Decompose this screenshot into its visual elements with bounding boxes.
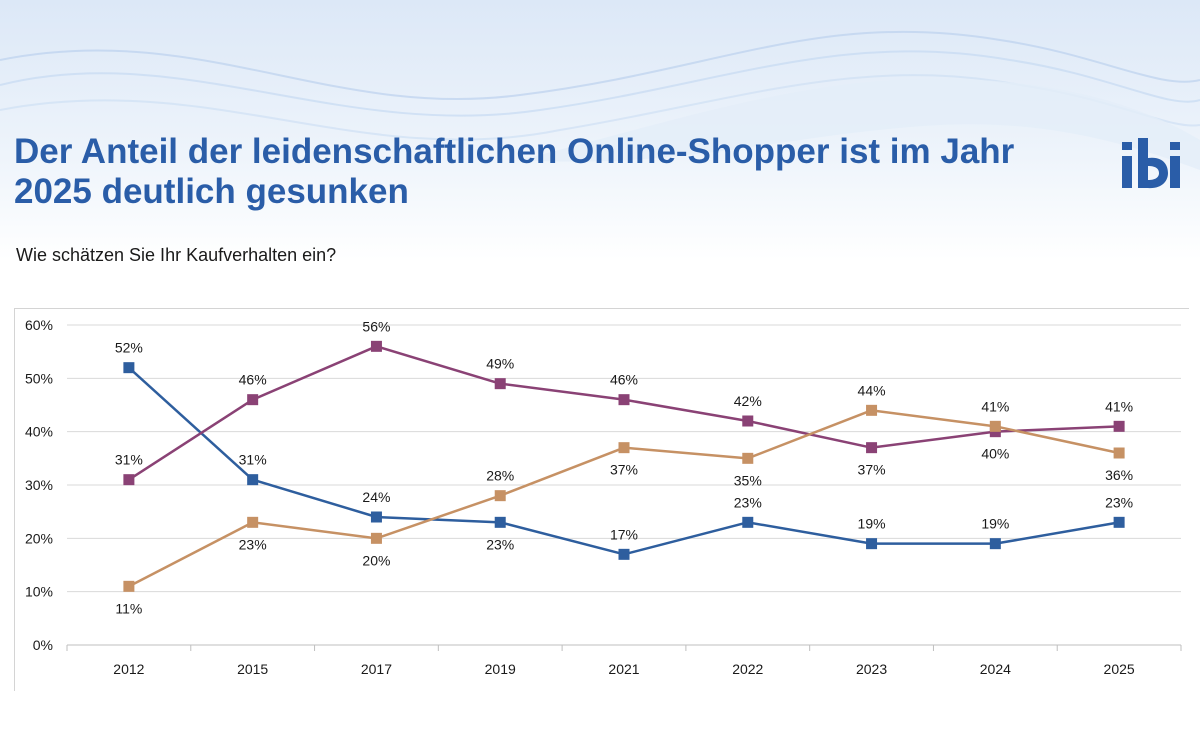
series-2-data-label: 46%: [239, 372, 267, 388]
x-tick-label-2024: 2024: [980, 661, 1011, 677]
x-tick-label-2025: 2025: [1104, 661, 1135, 677]
series-2-data-label: 37%: [858, 462, 886, 478]
series-1-point: [123, 362, 135, 374]
series-1-point: [494, 516, 506, 528]
series-3-point: [1113, 447, 1125, 459]
series-1-data-label: 23%: [1105, 494, 1133, 510]
series-2-data-label: 49%: [486, 356, 514, 372]
series-2-point: [618, 394, 630, 406]
series-3-data-label: 36%: [1105, 467, 1133, 483]
series-2-line: [128, 345, 1120, 481]
page-title: Der Anteil der leidenschaftlichen Online…: [14, 132, 1015, 211]
series-1-point: [742, 516, 754, 528]
x-tick-label-2019: 2019: [485, 661, 516, 677]
survey-question: Wie schätzen Sie Ihr Kaufverhalten ein?: [16, 245, 337, 265]
x-tick-label-2017: 2017: [361, 661, 392, 677]
series-3-data-label: 23%: [239, 536, 267, 552]
series-1-point: [618, 548, 630, 560]
y-tick-label: 50%: [25, 370, 53, 386]
series-2-point: [742, 415, 754, 427]
x-tick-label-2012: 2012: [113, 661, 144, 677]
series-3-data-label: 44%: [858, 382, 886, 398]
x-tick-label-2022: 2022: [732, 661, 763, 677]
series-2-data-label: 41%: [1105, 398, 1133, 414]
y-tick-label: 0%: [33, 637, 53, 653]
series-3-point: [989, 420, 1001, 432]
y-tick-label: 10%: [25, 584, 53, 600]
series-3-data-label: 11%: [115, 600, 142, 616]
series-2-data-label: 42%: [734, 393, 762, 409]
series-3-data-label: 28%: [486, 468, 514, 484]
series-1-data-label: 19%: [858, 516, 886, 532]
series-3-data-label: 41%: [981, 398, 1009, 414]
y-tick-label: 60%: [25, 317, 53, 333]
x-axis-ticks: 2012 2015 2017 2019 2021 2022 2023 2024 2025: [66, 645, 1182, 677]
series-1-point: [370, 511, 382, 523]
series-1-point: [1113, 516, 1125, 528]
series-3-point: [370, 532, 382, 544]
series-1-data-label: 31%: [239, 452, 267, 468]
series-3-point: [494, 490, 506, 502]
series-3-data-label: 35%: [734, 472, 762, 488]
series-lines: [123, 340, 1125, 592]
series-3-point: [742, 452, 754, 464]
series-1-data-label: 23%: [486, 536, 514, 552]
y-tick-label: 40%: [25, 424, 53, 440]
series-3-point: [618, 442, 630, 454]
series-2-point: [123, 474, 135, 486]
series-2-point: [866, 442, 878, 454]
y-tick-label: 30%: [25, 477, 53, 493]
x-tick-label-2015: 2015: [237, 661, 268, 677]
series-2-point: [370, 340, 382, 352]
series-2-data-label: 31%: [115, 452, 143, 468]
series-2-point: [1113, 420, 1125, 432]
series-3-data-label: 37%: [610, 462, 638, 478]
series-1-point: [866, 538, 878, 550]
x-tick-label-2021: 2021: [608, 661, 639, 677]
chart-frame: 0% 10% 20% 30% 40% 50% 60% 2012 2015 2017 2019 202…: [14, 308, 1189, 691]
decorative-wave-background: [0, 0, 1200, 260]
series-2-point: [247, 394, 259, 406]
ibi-logo: ibi: [1122, 138, 1180, 189]
series-1-point: [989, 538, 1001, 550]
series-3-data-label: 20%: [362, 552, 390, 568]
series-3-point: [247, 516, 259, 528]
series-2-data-label: 40%: [981, 446, 1009, 462]
series-1-data-label: 19%: [981, 516, 1009, 532]
series-3-line: [128, 409, 1120, 588]
series-2-point: [494, 378, 506, 390]
x-tick-label-2023: 2023: [856, 661, 887, 677]
series-1-data-label: 23%: [734, 494, 762, 510]
series-3-point: [866, 404, 878, 416]
y-axis-ticks: 0% 10% 20% 30% 40% 50% 60%: [25, 317, 53, 653]
series-1-point: [247, 474, 259, 486]
series-3-point: [123, 580, 135, 592]
line-chart: 0% 10% 20% 30% 40% 50% 60% 2012 2015 2017 2019 202…: [25, 317, 1182, 677]
series-2-data-label: 46%: [610, 372, 638, 388]
series-1-data-label: 52%: [115, 340, 143, 356]
data-labels: 52% 31% 24% 23% 17% 23% 19% 19% 23% 31% 46% 56% 49% 4…: [115, 318, 1133, 616]
series-1-data-label: 24%: [362, 489, 390, 505]
series-1-data-label: 17%: [610, 526, 638, 542]
series-2-data-label: 56%: [362, 318, 390, 334]
y-tick-label: 20%: [25, 530, 53, 546]
